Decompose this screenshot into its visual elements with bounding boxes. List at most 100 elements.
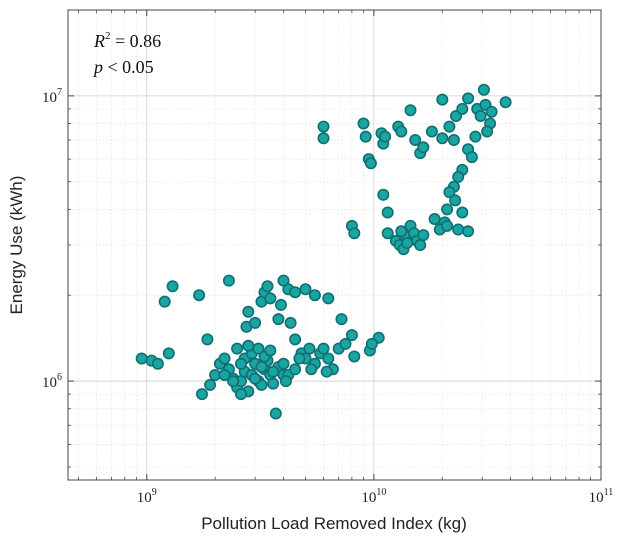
data-point [443, 120, 456, 133]
data-point [317, 120, 330, 133]
data-point [305, 363, 318, 376]
data-point [395, 225, 408, 238]
data-point [274, 298, 287, 311]
data-point [249, 372, 262, 385]
data-point [322, 292, 335, 305]
data-point [443, 186, 456, 199]
p-value-annotation: p < 0.05 [92, 57, 154, 77]
data-point [339, 337, 352, 350]
data-point [474, 110, 487, 123]
data-point [293, 352, 306, 365]
data-point [345, 329, 358, 342]
data-point [277, 274, 290, 287]
data-point [317, 132, 330, 145]
data-point [261, 280, 274, 293]
data-point [267, 365, 280, 378]
data-point [267, 377, 280, 390]
data-point [409, 134, 422, 147]
data-point [222, 274, 235, 287]
data-point [379, 130, 392, 143]
data-point [452, 170, 465, 183]
data-point [357, 117, 370, 130]
data-point [417, 229, 430, 242]
data-point [365, 337, 378, 350]
axis-ticks [68, 9, 602, 480]
data-point [135, 352, 148, 365]
y-axis-label: Energy Use (kWh) [7, 176, 26, 315]
data-points [135, 83, 512, 420]
data-point [465, 151, 478, 164]
tick-labels: 109 1010 1011 106 107 [42, 87, 613, 506]
x-axis-label: Pollution Load Removed Index (kg) [201, 514, 467, 533]
data-point [317, 342, 330, 355]
data-point [456, 206, 469, 219]
data-point [249, 316, 262, 329]
data-point [272, 313, 285, 326]
data-point [299, 283, 312, 296]
data-point [395, 125, 408, 138]
data-point [436, 93, 449, 106]
data-point [436, 132, 449, 145]
data-point [162, 347, 175, 360]
data-point [218, 352, 231, 365]
data-point [477, 83, 490, 96]
data-point [425, 125, 438, 138]
data-point [227, 375, 240, 388]
data-point [231, 342, 244, 355]
data-point [158, 295, 171, 308]
data-point [414, 239, 427, 252]
data-point [308, 289, 321, 302]
data-point [218, 368, 231, 381]
data-point [469, 130, 482, 143]
data-point [364, 157, 377, 170]
data-point [348, 350, 361, 363]
data-point [377, 188, 390, 201]
data-point [462, 225, 475, 238]
data-point [269, 407, 282, 420]
data-point [151, 357, 164, 370]
x-tick-label: 109 [137, 487, 157, 506]
data-point [255, 360, 268, 373]
data-point [401, 237, 414, 250]
data-point [235, 388, 248, 401]
data-point [193, 289, 206, 302]
data-point [320, 365, 333, 378]
data-point [428, 213, 441, 226]
data-point [381, 227, 394, 240]
data-point [335, 313, 348, 326]
data-point [264, 344, 277, 357]
data-point [449, 194, 462, 207]
data-point [452, 223, 465, 236]
x-tick-label: 1010 [361, 487, 386, 506]
data-point [462, 92, 475, 105]
data-point [447, 134, 460, 147]
data-point [242, 339, 255, 352]
r-squared-annotation: R2 = 0.86 [93, 30, 161, 51]
data-point [404, 104, 417, 117]
data-point [289, 286, 302, 299]
data-point [481, 125, 494, 138]
data-point [284, 316, 297, 329]
data-point [441, 219, 454, 232]
data-point [485, 105, 498, 118]
data-point [279, 375, 292, 388]
data-point [348, 227, 361, 240]
data-point [441, 203, 454, 216]
data-point [201, 333, 214, 346]
x-tick-label: 1011 [589, 487, 614, 506]
data-point [499, 96, 512, 109]
data-point [303, 342, 316, 355]
data-point [359, 130, 372, 143]
data-point [322, 352, 335, 365]
data-point [456, 102, 469, 115]
data-point [417, 141, 430, 154]
y-tick-label: 106 [42, 372, 62, 391]
y-tick-label: 107 [42, 87, 62, 106]
data-point [196, 388, 209, 401]
data-point [204, 378, 217, 391]
data-point [166, 280, 179, 293]
data-point [289, 333, 302, 346]
data-point [381, 206, 394, 219]
data-point [264, 292, 277, 305]
data-point [277, 357, 290, 370]
